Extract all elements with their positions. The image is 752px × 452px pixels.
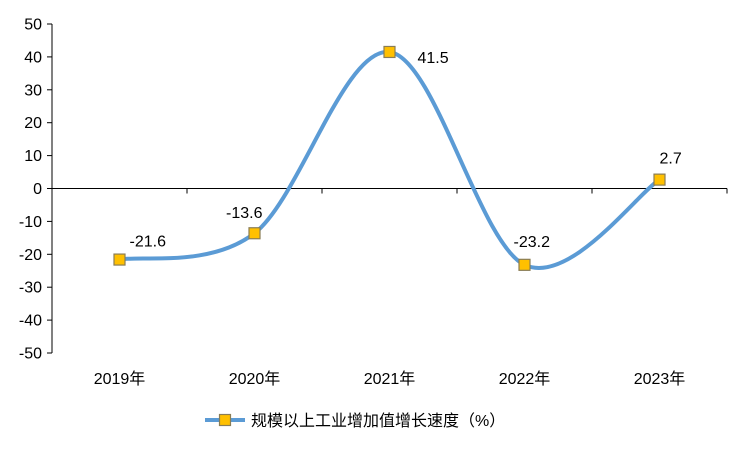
x-category-label: 2021年 [364,370,416,388]
y-tick-label: -40 [19,313,42,330]
data-label: -13.6 [226,205,263,222]
x-category-label: 2020年 [229,370,281,388]
x-category-label: 2019年 [94,370,146,388]
data-point-marker [113,253,126,266]
series-line [117,49,662,270]
y-tick-label: 0 [33,181,42,198]
series-layer [113,45,666,271]
data-point-marker [518,258,531,271]
y-tick-label: 10 [24,148,42,165]
y-tick-label: -50 [19,346,42,363]
axes: 50 40 30 20 10 0 -10 -20 -30 -40 -50 2019年 2020年 2021… [19,17,728,388]
y-tick-label: -10 [19,214,42,231]
data-label: -23.2 [514,234,551,251]
data-label: 41.5 [418,50,449,67]
data-label: 2.7 [660,151,682,168]
legend: 规模以上工业增加值增长速度（%） [205,412,505,430]
y-tick-label: 20 [24,115,42,132]
data-point-marker [383,45,396,59]
data-point-marker [248,227,261,240]
data-labels: -21.6 -13.6 41.5 -23.2 2.7 [130,50,682,251]
x-category-label: 2022年 [499,370,551,388]
data-point-marker [653,173,666,186]
y-tick-label: 50 [24,17,42,34]
legend-marker-swatch [218,413,232,427]
data-label: -21.6 [130,234,167,251]
x-category-label: 2023年 [634,370,686,388]
y-tick-label: -20 [19,247,42,264]
y-tick-label: 30 [24,82,42,99]
y-tick-label: 40 [24,49,42,66]
y-tick-label: -30 [19,280,42,297]
legend-label: 规模以上工业增加值增长速度（%） [251,412,505,430]
